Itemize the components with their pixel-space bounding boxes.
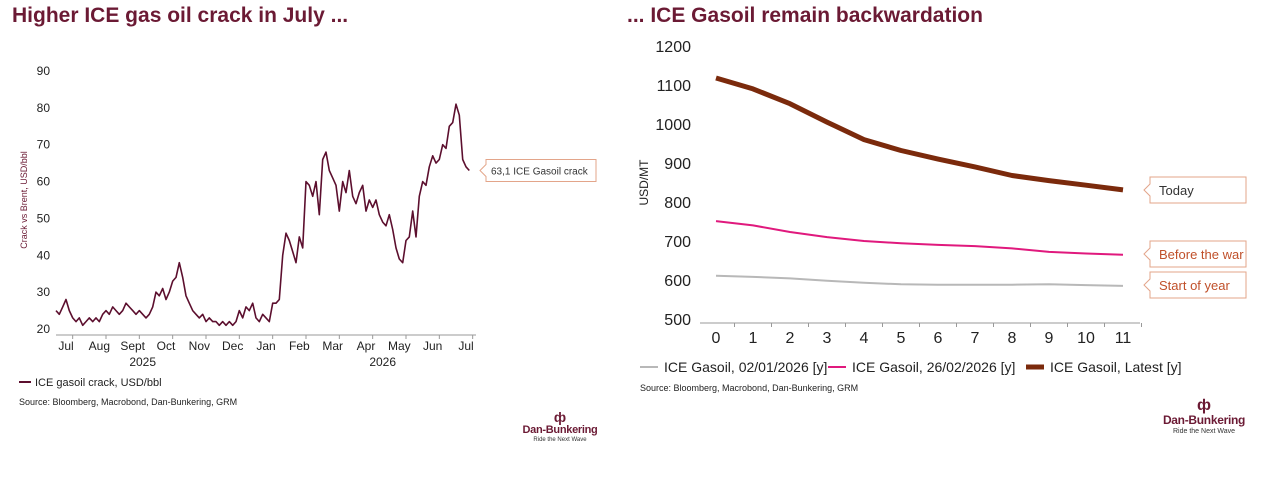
left-source-note: Source: Bloomberg, Macrobond, Dan-Bunker… bbox=[19, 397, 238, 407]
x-tick-label: Feb bbox=[289, 339, 310, 353]
x-tick-label: 0 bbox=[712, 330, 721, 347]
callout-box bbox=[1143, 176, 1247, 204]
callout-box bbox=[1143, 240, 1247, 268]
y-tick-label: 800 bbox=[664, 195, 691, 212]
y-tick-label: 1200 bbox=[655, 39, 691, 56]
x-tick-label: Jun bbox=[423, 339, 442, 353]
x-tick-label: Apr bbox=[357, 339, 376, 353]
x-tick-label: 11 bbox=[1115, 330, 1132, 347]
x-tick-label: 1 bbox=[749, 330, 758, 347]
legend-label: ICE Gasoil, Latest [y] bbox=[1050, 359, 1182, 375]
right-source-note: Source: Bloomberg, Macrobond, Dan-Bunker… bbox=[640, 383, 859, 393]
y-tick-label: 1100 bbox=[657, 78, 692, 95]
backwardation-chart: 500 600 700 800 900 1000 1100 1200 USD/MT 0 1 2 3 4 5 6… bbox=[637, 39, 1247, 375]
logo-name: Dan-Bunkering bbox=[522, 424, 598, 436]
x-tick-label: 2 bbox=[786, 330, 795, 347]
x-tick-label: 5 bbox=[897, 330, 906, 347]
x-tick-label: Oct bbox=[157, 339, 176, 353]
left-chart-title: Higher ICE gas oil crack in July ... bbox=[12, 4, 349, 27]
y-tick-label: 70 bbox=[37, 138, 51, 152]
logo-tagline: Ride the Next Wave bbox=[533, 437, 587, 443]
x-tick-label: May bbox=[388, 339, 411, 353]
callout-label: Today bbox=[1159, 183, 1194, 198]
y-axis-label: USD/MT bbox=[637, 159, 651, 206]
right-chart-title: ... ICE Gasoil remain backwardation bbox=[627, 4, 983, 27]
y-tick-label: 20 bbox=[37, 322, 51, 336]
series-line-2 bbox=[715, 75, 1124, 193]
x-tick-label: 9 bbox=[1045, 330, 1054, 347]
x-tick-label: Sept bbox=[120, 339, 145, 353]
year-label: 2025 bbox=[129, 355, 156, 369]
x-tick-label: 6 bbox=[934, 330, 943, 347]
year-label: 2026 bbox=[369, 355, 396, 369]
annotation-label: 63,1 ICE Gasoil crack bbox=[491, 167, 589, 178]
y-tick-label: 90 bbox=[37, 64, 51, 78]
y-tick-label: 600 bbox=[664, 273, 691, 290]
x-tick-label: Dec bbox=[222, 339, 243, 353]
legend-label: ICE Gasoil, 26/02/2026 [y] bbox=[852, 359, 1015, 375]
y-tick-label: 50 bbox=[37, 211, 51, 225]
logo-tagline: Ride the Next Wave bbox=[1173, 428, 1235, 435]
x-tick-label: Aug bbox=[89, 339, 110, 353]
x-tick-label: Nov bbox=[189, 339, 210, 353]
x-tick-label: 10 bbox=[1077, 330, 1095, 347]
logo-mark-icon: ф bbox=[1197, 397, 1211, 414]
logo-mark-icon: ф bbox=[553, 409, 567, 425]
brand-logo-left: ф Dan-Bunkering Ride the Next Wave bbox=[517, 410, 603, 443]
y-tick-label: 80 bbox=[37, 101, 51, 115]
y-tick-label: 60 bbox=[37, 175, 51, 189]
callout-label: Start of year bbox=[1159, 278, 1230, 293]
y-tick-label: 700 bbox=[664, 234, 691, 251]
logo-name: Dan-Bunkering bbox=[1162, 413, 1246, 427]
x-tick-label: 3 bbox=[823, 330, 832, 347]
brand-logo-right: ф Dan-Bunkering Ride the Next Wave bbox=[1156, 397, 1252, 436]
y-tick-label: 30 bbox=[37, 285, 51, 299]
y-tick-label: 1000 bbox=[655, 117, 691, 134]
legend-label: ICE Gasoil, 02/01/2026 [y] bbox=[664, 359, 827, 375]
x-tick-label: Jul bbox=[58, 339, 73, 353]
series-line-1 bbox=[715, 220, 1124, 256]
series-line-0 bbox=[715, 274, 1124, 287]
y-axis-label: Crack vs Brent, USD/bbl bbox=[19, 151, 29, 249]
y-tick-label: 500 bbox=[664, 312, 691, 329]
x-tick-label: Mar bbox=[322, 339, 343, 353]
crack-chart: 20 30 40 50 60 70 80 90 Crack vs Brent, USD/bbl J… bbox=[19, 64, 597, 389]
callout-box bbox=[1143, 271, 1247, 299]
annotation-box bbox=[479, 159, 597, 183]
callout-label: Before the war bbox=[1159, 247, 1244, 262]
y-tick-label: 900 bbox=[664, 156, 691, 173]
x-tick-label: 4 bbox=[860, 330, 869, 347]
y-tick-label: 40 bbox=[37, 248, 51, 262]
x-tick-label: 7 bbox=[971, 330, 980, 347]
x-tick-label: 8 bbox=[1008, 330, 1017, 347]
crack-series-line bbox=[55, 103, 470, 327]
legend-label: ICE gasoil crack, USD/bbl bbox=[35, 377, 162, 389]
x-tick-label: Jul bbox=[458, 339, 473, 353]
x-tick-label: Jan bbox=[256, 339, 275, 353]
